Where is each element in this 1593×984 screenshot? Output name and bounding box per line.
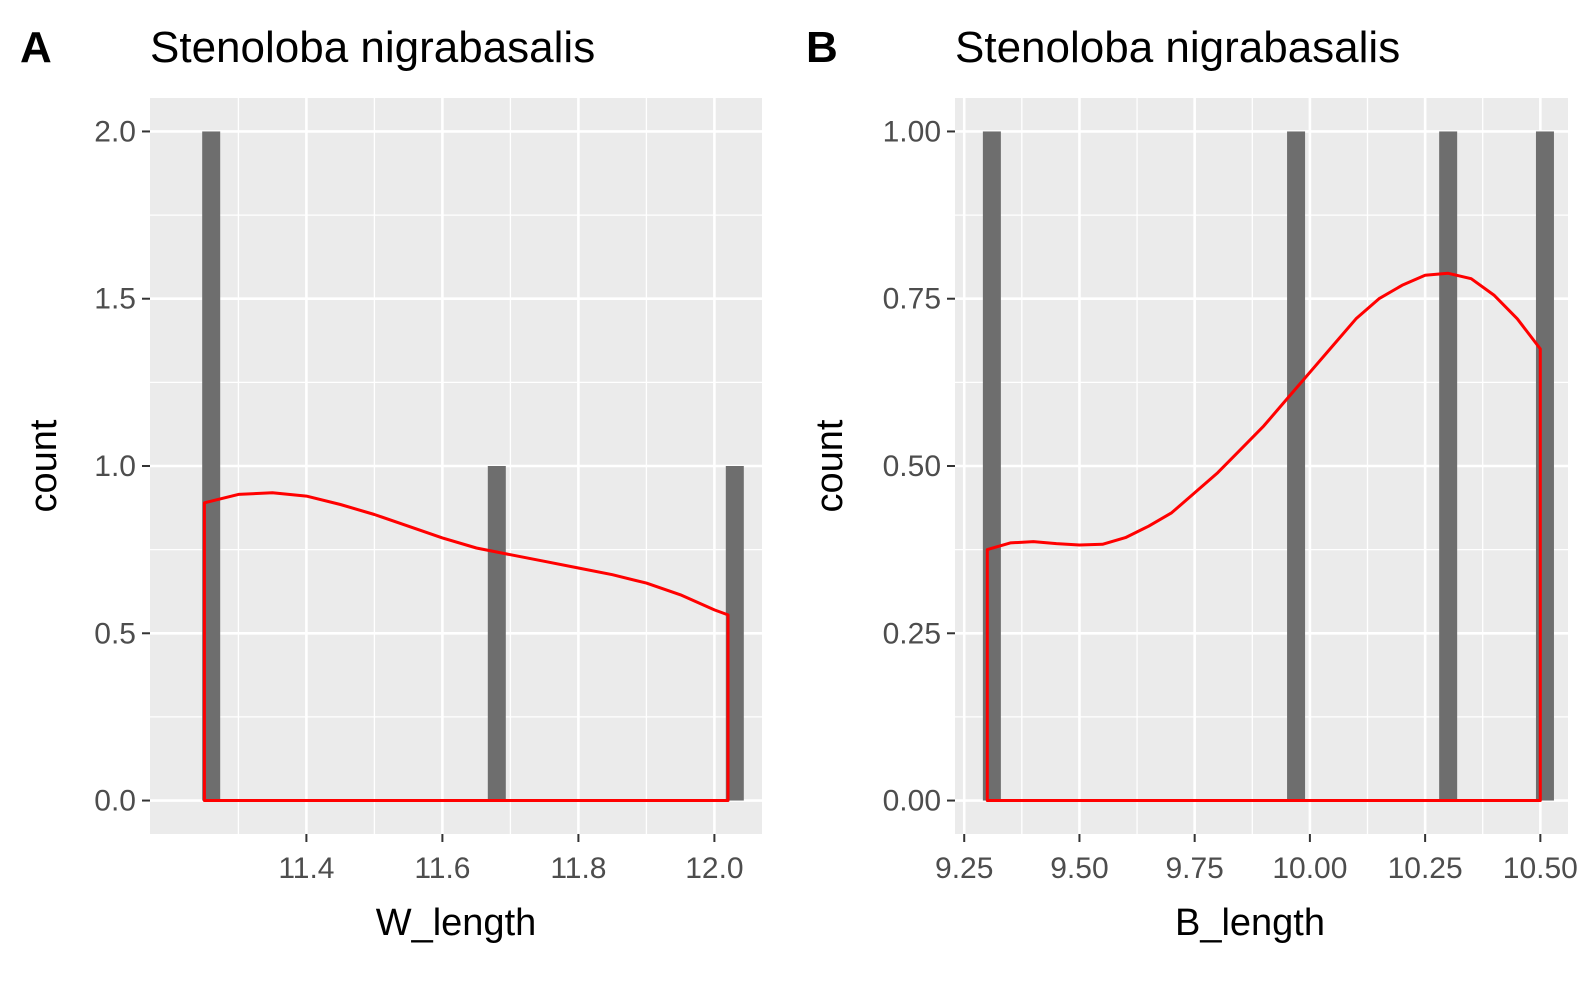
histogram-bar bbox=[1287, 131, 1306, 801]
axis-ticks bbox=[142, 130, 716, 842]
x-tick-label: 9.25 bbox=[935, 852, 993, 885]
density-curve-group bbox=[985, 271, 1542, 802]
histogram-bar bbox=[487, 466, 506, 801]
panel-label: B bbox=[806, 23, 838, 72]
histogram-bar bbox=[1535, 131, 1554, 801]
axis-tick-labels: 9.25 9.50 9.75 10.00 10.25 10.50 0.00 0.25 0.50 0… bbox=[883, 115, 1578, 885]
x-tick-label: 10.25 bbox=[1388, 852, 1463, 885]
histogram-bar bbox=[982, 131, 1001, 801]
y-tick-label: 0.5 bbox=[94, 617, 136, 650]
axis-ticks bbox=[947, 130, 1542, 842]
histogram-bar bbox=[1439, 131, 1458, 801]
axis-tick-labels: 11.4 11.6 11.8 12.0 0.0 0.5 1.0 1.5 2.0 bbox=[94, 115, 743, 885]
y-tick-label: 0.75 bbox=[883, 283, 941, 316]
x-tick-label: 10.00 bbox=[1272, 852, 1347, 885]
density-curve bbox=[985, 271, 1542, 802]
x-axis-title: B_length bbox=[1175, 902, 1325, 944]
chart-title: Stenoloba nigrabasalis bbox=[955, 23, 1400, 72]
y-axis-title: count bbox=[23, 419, 65, 512]
histogram-bar bbox=[202, 131, 221, 801]
y-tick-label: 2.0 bbox=[94, 115, 136, 148]
x-tick-label: 11.4 bbox=[278, 852, 334, 885]
panel-a: A Stenoloba nigrabasalis 11.4 11.6 11.8 12.… bbox=[20, 23, 762, 944]
x-tick-label: 12.0 bbox=[685, 852, 743, 885]
chart-title: Stenoloba nigrabasalis bbox=[150, 23, 595, 72]
y-tick-label: 0.25 bbox=[883, 617, 941, 650]
y-tick-label: 1.5 bbox=[94, 283, 136, 316]
x-tick-label: 10.50 bbox=[1503, 852, 1578, 885]
y-tick-label: 1.0 bbox=[94, 450, 136, 483]
bars bbox=[202, 131, 744, 801]
y-tick-label: 0.00 bbox=[883, 785, 941, 818]
y-tick-label: 1.00 bbox=[883, 115, 941, 148]
x-tick-label: 11.8 bbox=[550, 852, 606, 885]
x-tick-label: 9.75 bbox=[1165, 852, 1223, 885]
density-curve-group bbox=[202, 491, 730, 802]
x-tick-label: 11.6 bbox=[414, 852, 470, 885]
panel-label: A bbox=[20, 23, 52, 72]
y-axis-title: count bbox=[809, 419, 851, 512]
x-tick-label: 9.50 bbox=[1050, 852, 1108, 885]
bars bbox=[982, 131, 1554, 801]
density-curve bbox=[202, 491, 730, 802]
panel-b: B Stenoloba nigrabasalis 9.25 9.50 9.75 10.… bbox=[806, 23, 1578, 944]
grid bbox=[150, 98, 762, 834]
y-tick-label: 0.50 bbox=[883, 450, 941, 483]
y-tick-label: 0.0 bbox=[94, 785, 136, 818]
x-axis-title: W_length bbox=[376, 902, 537, 944]
histogram-bar bbox=[725, 466, 744, 801]
